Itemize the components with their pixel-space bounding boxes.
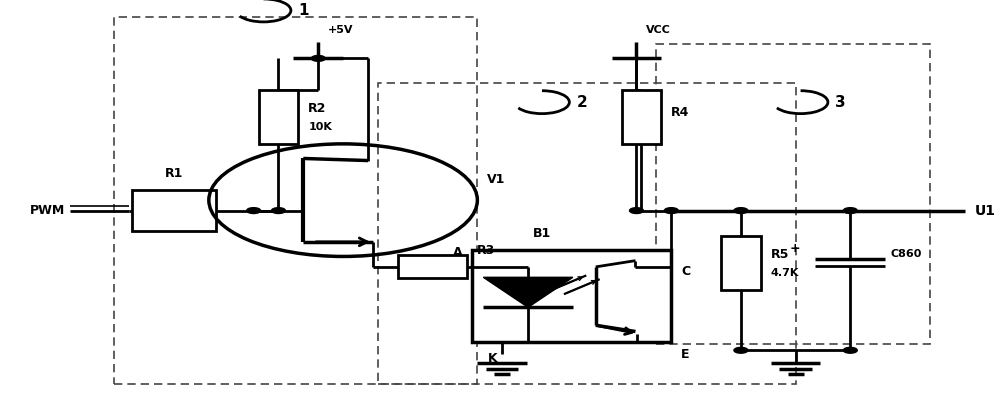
Text: K: K [487,352,497,365]
Text: +: + [790,242,801,255]
Bar [259,90,298,144]
Text: 4.7K: 4.7K [771,268,799,278]
Text: C860: C860 [890,249,921,259]
Text: PWM: PWM [30,204,65,217]
Text: 2: 2 [576,95,587,110]
Polygon shape [483,277,573,307]
Circle shape [247,208,261,214]
Text: 1: 1 [298,3,309,18]
Text: B1: B1 [533,227,551,240]
Text: V1: V1 [487,173,506,186]
Bar [132,190,216,231]
Bar [378,83,796,384]
Text: +5V: +5V [328,25,354,35]
Bar [622,90,661,144]
Text: 10K: 10K [308,122,332,132]
Text: 3: 3 [835,95,846,110]
Text: C: C [681,264,690,278]
Circle shape [630,208,643,214]
Circle shape [664,208,678,214]
Text: R2: R2 [308,102,327,115]
Text: U1: U1 [975,203,996,218]
Text: R5: R5 [771,248,789,261]
Text: A: A [453,246,462,259]
Text: VCC: VCC [646,25,671,35]
Circle shape [734,347,748,353]
Circle shape [734,208,748,214]
Circle shape [843,208,857,214]
Bar [656,44,930,344]
Circle shape [271,208,285,214]
Text: R1: R1 [165,166,183,180]
Text: R3: R3 [477,244,496,257]
Bar [721,236,761,290]
Circle shape [311,55,325,61]
Text: R4: R4 [671,106,690,119]
Bar [398,255,467,279]
Bar [114,17,477,384]
Circle shape [843,347,857,353]
Text: E: E [681,348,690,361]
Bar [472,250,671,342]
